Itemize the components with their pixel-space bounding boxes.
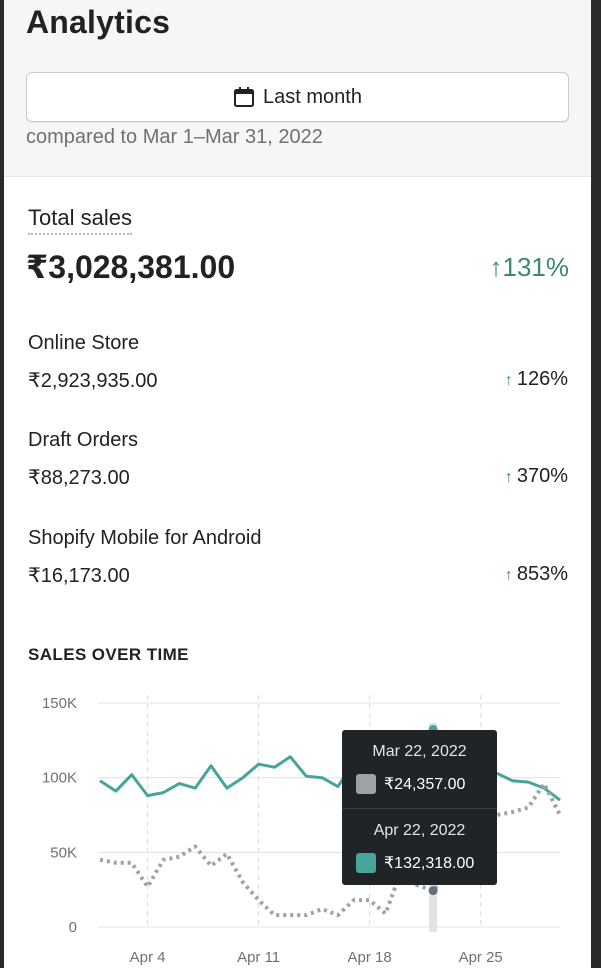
tooltip-previous: Mar 22, 2022 ₹24,357.00 xyxy=(342,730,497,808)
channel-amount: ₹88,273.00 xyxy=(28,467,130,489)
channel-change: ↑ 126% xyxy=(505,368,568,393)
tooltip-current-date: Apr 22, 2022 xyxy=(373,822,466,839)
date-range-label: Last month xyxy=(263,85,362,108)
channel-change-value: 853% xyxy=(516,563,568,585)
page-title: Analytics xyxy=(26,4,171,40)
calendar-icon xyxy=(234,87,255,107)
page-header: Analytics Last month compared to Mar 1–M… xyxy=(4,0,591,177)
tooltip-current-value: ₹132,318.00 xyxy=(384,855,475,872)
total-sales-label[interactable]: Total sales xyxy=(28,205,132,235)
channel-change: ↑ 853% xyxy=(505,563,568,588)
up-arrow-icon: ↑ xyxy=(489,252,503,282)
channel-amount: ₹16,173.00 xyxy=(28,565,130,587)
total-sales-change: ↑131% xyxy=(490,252,570,283)
y-tick-label: 100K xyxy=(42,770,77,787)
date-range-button[interactable]: Last month xyxy=(26,72,569,122)
x-tick-label: Apr 25 xyxy=(459,949,503,966)
current-period-swatch xyxy=(356,853,376,873)
chart-tooltip: Mar 22, 2022 ₹24,357.00 Apr 22, 2022 ₹13… xyxy=(342,730,497,885)
up-arrow-icon: ↑ xyxy=(504,469,513,486)
channel-change: ↑ 370% xyxy=(505,465,568,490)
sales-over-time-chart[interactable]: 0 50K 100K 150K Apr 4 Apr 11 Apr 18 Apr 25 xyxy=(0,680,591,968)
tooltip-current: Apr 22, 2022 ₹132,318.00 xyxy=(342,808,497,887)
channel-draft-orders: Draft Orders ₹88,273.00 ↑ 370% xyxy=(28,429,568,490)
total-sales-change-value: 131% xyxy=(502,252,570,282)
channel-shopify-mobile-android: Shopify Mobile for Android ₹16,173.00 ↑ 8… xyxy=(28,527,568,588)
tooltip-previous-value: ₹24,357.00 xyxy=(384,776,466,793)
x-tick-label: Apr 11 xyxy=(237,949,280,966)
x-tick-label: Apr 18 xyxy=(348,949,392,966)
tooltip-previous-date: Mar 22, 2022 xyxy=(372,743,467,760)
previous-period-swatch xyxy=(356,774,376,794)
y-tick-label: 50K xyxy=(50,844,77,861)
up-arrow-icon: ↑ xyxy=(504,372,513,389)
channel-name: Online Store xyxy=(28,332,140,354)
comparison-period: compared to Mar 1–Mar 31, 2022 xyxy=(26,126,323,148)
channel-change-value: 370% xyxy=(516,465,568,487)
edge-strip-right xyxy=(591,0,601,968)
up-arrow-icon: ↑ xyxy=(504,567,513,584)
total-sales-value: ₹3,028,381.00 xyxy=(26,249,236,285)
y-tick-label: 0 xyxy=(69,919,77,936)
x-tick-label: Apr 4 xyxy=(130,949,166,966)
channel-online-store: Online Store ₹2,923,935.00 ↑ 126% xyxy=(28,332,568,393)
chart-title: SALES OVER TIME xyxy=(28,645,189,664)
channel-name: Draft Orders xyxy=(28,429,139,451)
y-tick-label: 150K xyxy=(42,695,77,712)
channel-change-value: 126% xyxy=(516,368,568,390)
channel-name: Shopify Mobile for Android xyxy=(28,527,262,549)
channel-amount: ₹2,923,935.00 xyxy=(28,370,158,392)
highlight-point xyxy=(428,886,438,896)
edge-strip xyxy=(0,0,4,968)
